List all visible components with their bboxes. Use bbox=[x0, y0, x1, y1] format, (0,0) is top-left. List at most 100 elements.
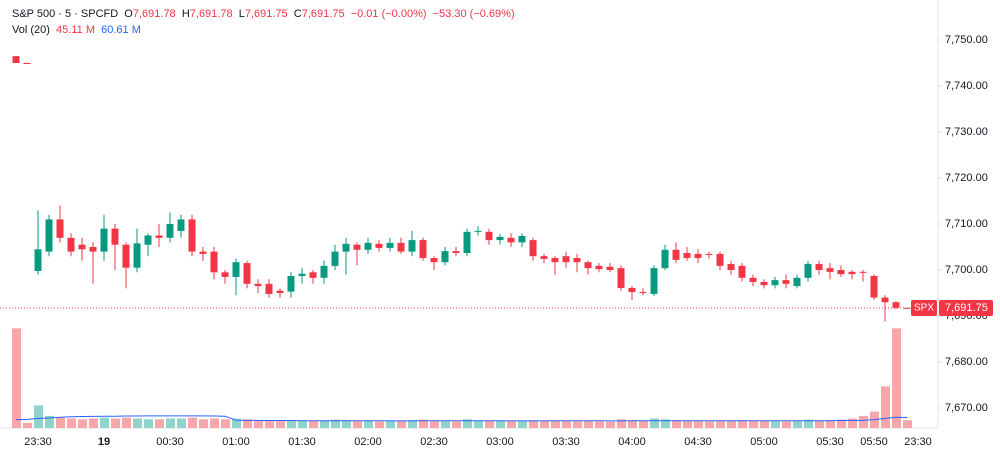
candle-body bbox=[463, 231, 471, 253]
x-tick-label: 01:30 bbox=[288, 436, 316, 448]
low: 7,691.75 bbox=[244, 8, 288, 20]
candle-body bbox=[661, 249, 669, 269]
volume-bar bbox=[639, 421, 648, 428]
volume-bar bbox=[507, 421, 516, 428]
y-tick-label: 7,680.00 bbox=[945, 356, 988, 368]
candle-body bbox=[771, 280, 779, 286]
x-tick-label: 03:00 bbox=[486, 436, 514, 448]
volume-bar bbox=[540, 421, 549, 428]
candle-body bbox=[782, 280, 790, 284]
candle-body bbox=[23, 63, 31, 65]
candle-body bbox=[210, 251, 218, 273]
candle-body bbox=[628, 287, 636, 293]
volume-bar bbox=[826, 420, 835, 428]
candle-body bbox=[815, 264, 823, 271]
volume-bar bbox=[177, 418, 186, 428]
volume-bar bbox=[859, 415, 868, 428]
candle-body bbox=[573, 258, 581, 263]
y-tick-label: 7,700.00 bbox=[945, 264, 988, 276]
volume-bar bbox=[848, 418, 857, 428]
change: −0.01 (−0.00%) bbox=[350, 8, 427, 20]
candle-body bbox=[254, 283, 262, 287]
volume-bar bbox=[903, 420, 912, 428]
candle-body bbox=[584, 262, 592, 269]
volume-bar bbox=[34, 405, 43, 428]
candle-body bbox=[848, 271, 856, 275]
candle-body bbox=[177, 219, 185, 231]
volume-bar bbox=[56, 417, 65, 428]
candle-body bbox=[232, 262, 240, 277]
candle-body bbox=[826, 268, 834, 272]
candle-body bbox=[672, 249, 680, 260]
volume-bar bbox=[694, 420, 703, 428]
candle-body bbox=[529, 240, 537, 257]
volume-bar bbox=[67, 418, 76, 428]
h-label: H bbox=[181, 8, 190, 20]
volume-bar bbox=[166, 418, 175, 428]
volume-bar bbox=[496, 421, 505, 428]
candle-body bbox=[551, 258, 559, 263]
open: 7,691.78 bbox=[132, 8, 176, 20]
volume-bar bbox=[265, 420, 274, 428]
volume-bar bbox=[771, 420, 780, 428]
candle-body bbox=[452, 251, 460, 253]
symbol-tag-text: SPX bbox=[914, 303, 934, 314]
volume-bar bbox=[529, 420, 538, 428]
candle-body bbox=[111, 228, 119, 245]
candle-body bbox=[276, 290, 284, 294]
volume-bar bbox=[584, 421, 593, 428]
volume-bar bbox=[617, 419, 626, 428]
x-tick-label: 05:50 bbox=[860, 436, 888, 448]
volume-bar bbox=[452, 421, 461, 428]
volume-bar bbox=[45, 415, 54, 428]
volume-bar bbox=[837, 419, 846, 428]
volume-bar bbox=[650, 418, 659, 428]
volume-bar bbox=[375, 421, 384, 428]
volume-bar bbox=[606, 421, 615, 428]
candle-body bbox=[243, 263, 251, 284]
y-tick-label: 7,670.00 bbox=[945, 402, 988, 414]
candle-body bbox=[430, 258, 438, 263]
volume-bar bbox=[661, 419, 670, 428]
high: 7,691.78 bbox=[189, 8, 233, 20]
x-tick-label: 02:30 bbox=[420, 436, 448, 448]
candle-body bbox=[639, 292, 647, 294]
volume-bar bbox=[397, 420, 406, 428]
volume-bar bbox=[188, 417, 197, 428]
volume-bar bbox=[408, 420, 417, 428]
volume-bar bbox=[804, 419, 813, 428]
candle-body bbox=[562, 256, 570, 263]
volume-bar bbox=[595, 421, 604, 428]
candle-body bbox=[540, 256, 548, 259]
volume-bar bbox=[254, 420, 263, 428]
candle-body bbox=[881, 297, 889, 303]
candle-body bbox=[650, 268, 658, 294]
candle-body bbox=[397, 242, 405, 252]
candle-body bbox=[287, 275, 295, 292]
volume-bar bbox=[441, 421, 450, 428]
volume-bar bbox=[111, 418, 120, 428]
candle-body bbox=[496, 236, 504, 241]
volume-bar bbox=[738, 420, 747, 428]
candle-body bbox=[221, 272, 229, 277]
price-axis-bg bbox=[938, 0, 1000, 456]
candle-body bbox=[342, 243, 350, 252]
candle-body bbox=[353, 244, 361, 250]
candle-body bbox=[331, 251, 339, 266]
vol-label: Vol (20) bbox=[12, 24, 50, 36]
volume-bar bbox=[89, 418, 98, 428]
volume-bar bbox=[331, 419, 340, 428]
volume-bar bbox=[122, 417, 131, 428]
volume-bar bbox=[430, 420, 439, 428]
legend-row: S&P 500 · 5 · SPCFD O7,691.78 H7,691.78 … bbox=[12, 6, 515, 22]
candle-body bbox=[485, 231, 493, 241]
volume-bar bbox=[78, 419, 87, 428]
symbol-tag bbox=[911, 299, 937, 316]
x-tick-label: 23:30 bbox=[904, 436, 932, 448]
volume-bar bbox=[562, 421, 571, 428]
volume-bar bbox=[23, 422, 32, 428]
close: 7,691.75 bbox=[301, 8, 345, 20]
c-label: C bbox=[293, 8, 302, 20]
candle-body bbox=[683, 252, 691, 259]
